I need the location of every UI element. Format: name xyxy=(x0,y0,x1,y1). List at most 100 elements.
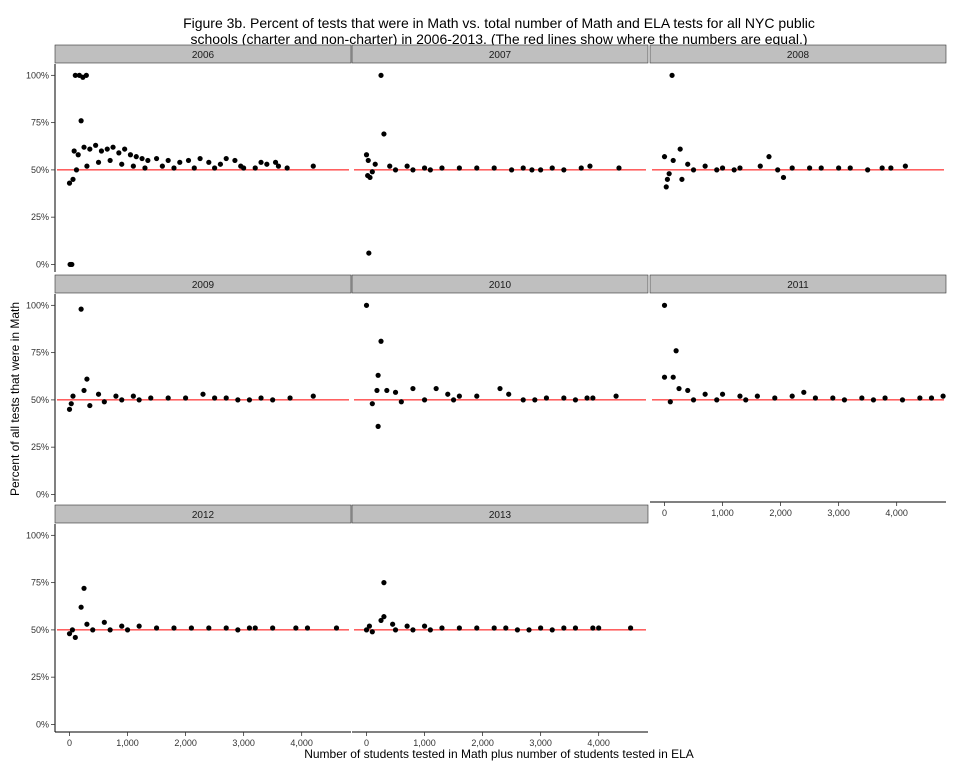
data-point xyxy=(543,395,550,401)
data-point xyxy=(384,387,390,394)
data-point xyxy=(142,165,148,171)
data-point xyxy=(84,376,90,382)
facet-strip xyxy=(54,504,352,524)
data-point xyxy=(538,167,544,173)
data-point xyxy=(702,163,708,169)
data-point xyxy=(130,163,136,169)
data-point xyxy=(182,395,189,401)
data-point xyxy=(506,391,512,397)
data-point xyxy=(670,374,676,380)
data-point xyxy=(212,395,218,401)
x-tick-label: 4,000 xyxy=(587,738,610,748)
y-tick-label: 50% xyxy=(31,625,49,635)
facet-strip xyxy=(351,504,649,524)
y-tick-label: 25% xyxy=(31,672,49,682)
data-point xyxy=(68,401,74,407)
data-point xyxy=(474,393,480,399)
data-point xyxy=(69,261,75,268)
data-point xyxy=(369,629,375,635)
data-point xyxy=(310,163,316,169)
facet-strip xyxy=(649,274,947,294)
data-point xyxy=(241,165,247,171)
data-point xyxy=(191,165,197,171)
data-point xyxy=(71,148,77,154)
data-point xyxy=(572,397,579,403)
data-point xyxy=(520,165,526,171)
data-point xyxy=(590,625,596,631)
data-point xyxy=(616,165,622,171)
y-tick-label: 0% xyxy=(36,489,49,499)
data-point xyxy=(165,395,171,401)
data-point xyxy=(676,385,682,392)
x-tick-label: 3,000 xyxy=(232,738,255,748)
x-axis-title: Number of students tested in Math plus n… xyxy=(304,747,694,761)
data-point xyxy=(561,167,567,173)
data-point xyxy=(252,625,258,631)
data-point xyxy=(75,152,81,158)
data-point xyxy=(433,385,439,392)
data-point xyxy=(70,176,76,182)
data-point xyxy=(666,171,672,177)
data-point xyxy=(670,157,676,164)
data-point xyxy=(456,625,462,631)
data-point xyxy=(333,625,340,631)
data-point xyxy=(78,604,84,610)
data-point xyxy=(836,165,842,171)
y-tick-label: 100% xyxy=(26,530,49,540)
data-point xyxy=(365,157,371,164)
data-point xyxy=(427,167,433,173)
data-point xyxy=(116,150,122,156)
facet-panels: 2006 0% 25% 50% 75% 100% 2007 2008 2009 0% 25% 50% 7… xyxy=(26,44,947,748)
data-point xyxy=(690,397,697,403)
data-point xyxy=(223,155,229,162)
data-point xyxy=(561,395,567,401)
chart-title-line-2: schools (charter and non-charter) in 200… xyxy=(190,31,807,47)
facet-2011: 2011 0 1,000 2,000 3,000 4,000 xyxy=(649,274,947,518)
data-point xyxy=(83,72,89,78)
data-point xyxy=(153,625,160,631)
data-point xyxy=(456,393,462,399)
data-point xyxy=(66,631,73,637)
y-tick-label: 0% xyxy=(36,719,49,729)
data-point xyxy=(235,397,241,403)
data-point xyxy=(514,627,521,633)
data-point xyxy=(177,159,183,165)
data-point xyxy=(185,157,192,164)
data-point xyxy=(737,165,743,171)
data-point xyxy=(197,155,203,162)
data-point xyxy=(404,623,410,629)
data-point xyxy=(529,167,535,173)
data-point xyxy=(812,395,819,401)
data-point xyxy=(679,176,685,182)
data-point xyxy=(538,625,544,631)
facet-strip-label: 2012 xyxy=(192,510,215,521)
facet-strip-label: 2006 xyxy=(192,50,215,61)
facet-strip xyxy=(649,44,947,64)
data-point xyxy=(258,159,264,165)
data-point xyxy=(392,627,399,633)
y-tick-label: 100% xyxy=(26,70,49,80)
data-point xyxy=(737,393,743,399)
data-point xyxy=(491,165,497,171)
facet-2012: 2012 0% 25% 50% 75% 100% 0 1,000 2,000 3,000 4,000 xyxy=(26,504,352,748)
data-point xyxy=(427,627,433,633)
data-point xyxy=(72,634,78,641)
data-point xyxy=(673,348,679,354)
data-point xyxy=(95,159,102,165)
data-point xyxy=(532,397,538,403)
data-point xyxy=(119,397,125,403)
data-point xyxy=(677,146,683,152)
data-point xyxy=(217,161,224,167)
data-point xyxy=(375,372,381,378)
data-point xyxy=(830,395,836,401)
data-point xyxy=(113,393,119,399)
data-point xyxy=(714,167,720,173)
x-tick-label: 0 xyxy=(364,738,369,748)
data-point xyxy=(410,167,416,173)
data-point xyxy=(780,174,787,181)
data-point xyxy=(613,393,619,399)
y-tick-label: 25% xyxy=(31,212,49,222)
data-point xyxy=(491,625,497,631)
data-point xyxy=(410,385,416,392)
